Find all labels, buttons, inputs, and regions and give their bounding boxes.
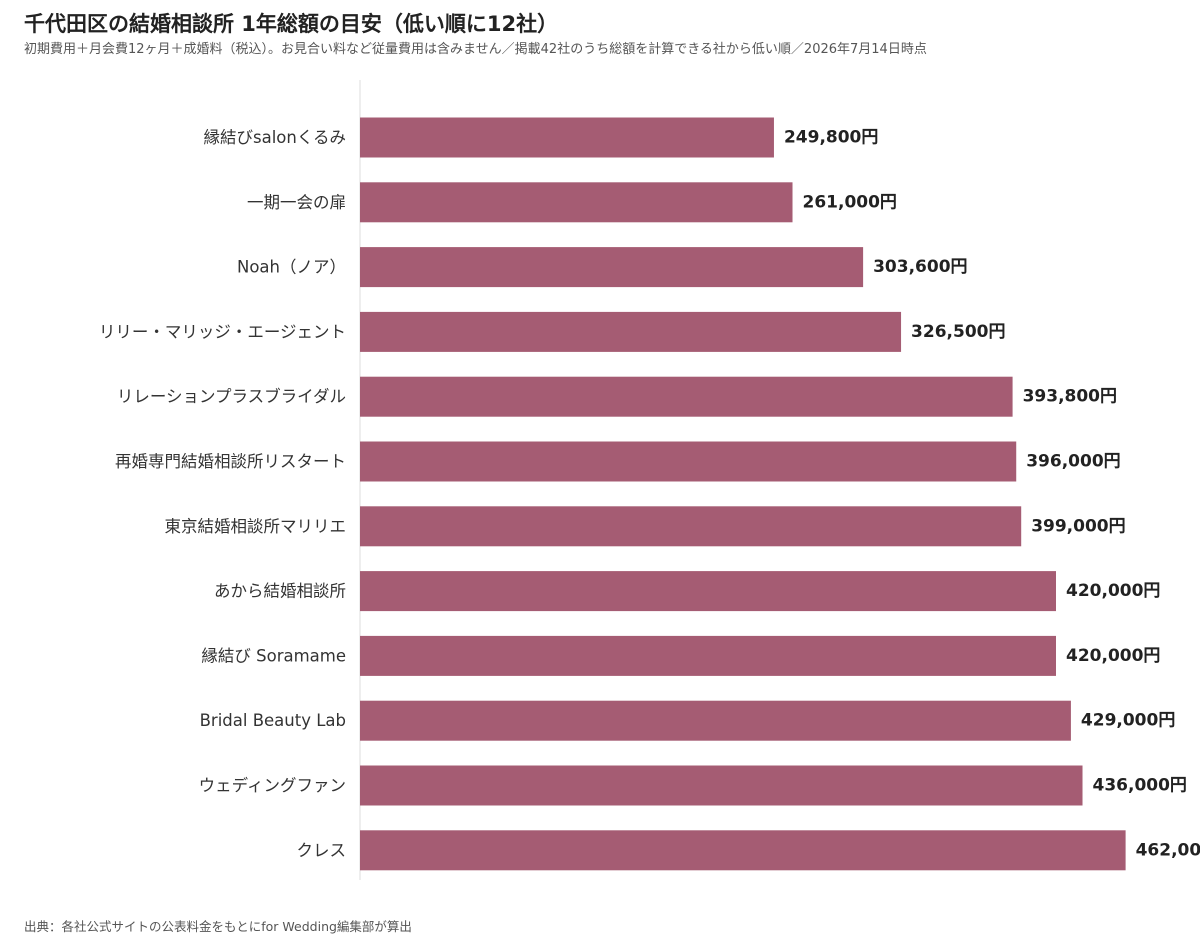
bar-group: あから結婚相談所 420,000円 xyxy=(214,571,1160,612)
bar xyxy=(360,830,1126,871)
chart-title: 千代田区の結婚相談所 1年総額の目安（低い順に12社） xyxy=(24,12,559,36)
bar-group: 東京結婚相談所マリリエ 399,000円 xyxy=(165,506,1126,547)
bar xyxy=(360,506,1022,547)
category-label: 一期一会の扉 xyxy=(247,193,346,212)
category-label: Bridal Beauty Lab xyxy=(200,711,346,730)
bar xyxy=(360,376,1013,417)
bar xyxy=(360,635,1056,676)
bar-group: 縁結び Soramame 420,000円 xyxy=(201,635,1160,676)
value-label: 396,000円 xyxy=(1026,452,1120,472)
value-label: 462,000円 xyxy=(1136,840,1200,860)
category-label: ウェディングファン xyxy=(199,775,346,795)
category-label: クレス xyxy=(297,841,347,860)
value-label: 261,000円 xyxy=(803,192,897,212)
value-label: 303,600円 xyxy=(873,257,967,277)
bar xyxy=(360,117,774,158)
value-label: 420,000円 xyxy=(1066,581,1160,601)
bar-group: Noah（ノア） 303,600円 xyxy=(237,247,968,288)
value-label: 249,800円 xyxy=(784,128,878,148)
value-label: 420,000円 xyxy=(1066,646,1160,666)
category-label: Noah（ノア） xyxy=(237,258,346,277)
bar xyxy=(360,700,1071,741)
bar-group: Bridal Beauty Lab 429,000円 xyxy=(200,700,1175,741)
chart-source: 出典：各社公式サイトの公表料金をもとにfor Wedding編集部が算出 xyxy=(24,919,412,934)
bar-group: クレス 462,000円 xyxy=(297,830,1200,871)
bar xyxy=(360,571,1056,612)
bar-group: ウェディングファン 436,000円 xyxy=(199,765,1187,806)
bar xyxy=(360,247,864,288)
category-label: リレーションプラスブライダル xyxy=(117,386,346,406)
bar-group: リリー・マリッジ・エージェント 326,500円 xyxy=(99,311,1005,352)
chart-subtitle: 初期費用＋月会費12ヶ月＋成婚料（税込）。お見合い料など従量費用は含みません／掲… xyxy=(24,42,927,57)
category-label: 縁結びsalonくるみ xyxy=(203,128,346,147)
category-label: 東京結婚相談所マリリエ xyxy=(165,517,347,536)
category-label: 縁結び Soramame xyxy=(201,646,346,665)
bar-group: 一期一会の扉 261,000円 xyxy=(247,182,897,223)
value-label: 399,000円 xyxy=(1031,516,1125,536)
bar xyxy=(360,182,793,223)
category-label: リリー・マリッジ・エージェント xyxy=(99,322,346,341)
bar-group: 再婚専門結婚相談所リスタート 396,000円 xyxy=(115,441,1121,482)
value-label: 436,000円 xyxy=(1093,776,1187,796)
bar-group: 縁結びsalonくるみ 249,800円 xyxy=(203,117,878,158)
bar-group: リレーションプラスブライダル 393,800円 xyxy=(117,376,1117,417)
bar xyxy=(360,311,902,352)
category-label: 再婚専門結婚相談所リスタート xyxy=(115,452,346,471)
category-label: あから結婚相談所 xyxy=(214,582,346,601)
value-label: 326,500円 xyxy=(911,322,1005,342)
value-label: 429,000円 xyxy=(1081,711,1175,731)
value-label: 393,800円 xyxy=(1023,387,1117,407)
bar xyxy=(360,765,1083,806)
bar xyxy=(360,441,1017,482)
